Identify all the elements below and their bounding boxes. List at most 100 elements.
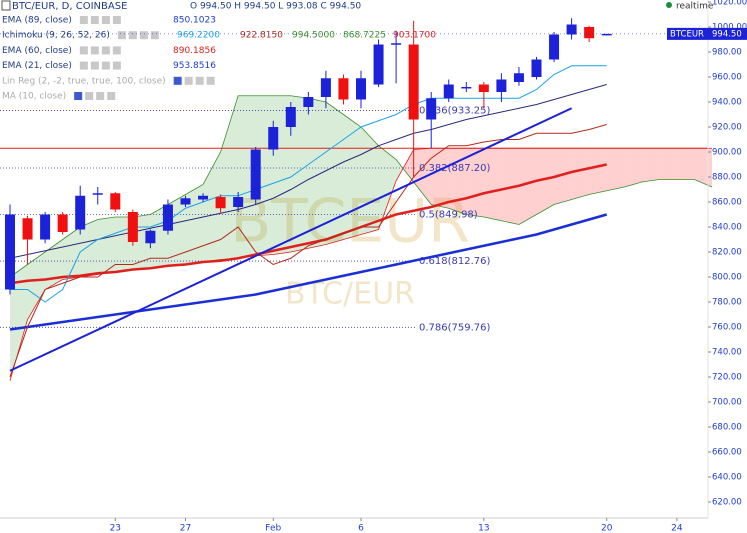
symbol-title: BTC/EUR, D, COINBASE (12, 1, 127, 12)
cloud-fill (10, 264, 28, 381)
indicator-button[interactable] (112, 61, 121, 70)
indicator-button[interactable] (128, 31, 137, 40)
cloud-fill (641, 148, 660, 182)
indicator-button[interactable] (195, 76, 204, 85)
indicator-button[interactable] (79, 16, 88, 24)
indicator-line (9, 124, 607, 378)
indicator-button[interactable] (101, 16, 110, 24)
cloud-fill (571, 148, 590, 200)
y-tick-label: 660.00 (712, 448, 742, 458)
indicator-button[interactable] (184, 76, 193, 85)
cloud-fill (62, 227, 81, 280)
indicator-name: Ichimoku (9, 26, 52, 26) (2, 31, 110, 41)
y-tick-label: 740.00 (712, 348, 742, 358)
price-tag-symbol: BTCEUR (670, 29, 704, 39)
candle-body (250, 149, 261, 200)
x-tick-label: 13 (478, 524, 489, 533)
candle-body (549, 34, 560, 60)
candle-body (408, 44, 419, 120)
indicator-button[interactable] (101, 46, 110, 55)
y-tick-label: 620.00 (712, 498, 742, 508)
candle-body (57, 214, 68, 232)
indicator-line (9, 163, 607, 285)
y-tick-label: 680.00 (712, 423, 742, 433)
candle-body (566, 24, 577, 35)
watermark: BTCEUR (230, 187, 470, 257)
cloud-fill (431, 148, 449, 209)
indicator-button[interactable] (173, 76, 182, 85)
indicator-value: 903.1700 (393, 31, 436, 41)
indicator-value: 868.7225 (343, 31, 386, 41)
candle-body (513, 73, 524, 82)
indicator-button[interactable] (79, 61, 88, 70)
x-tick-label: 23 (110, 524, 121, 533)
indicator-button[interactable] (112, 16, 121, 24)
indicator-name: MA (10, close) (2, 92, 66, 102)
candle-body (426, 98, 437, 120)
indicator-button[interactable] (112, 46, 121, 55)
candle-body (601, 33, 612, 36)
candle-body (531, 59, 542, 77)
cloud-fill (554, 148, 572, 205)
indicator-button[interactable] (101, 61, 110, 70)
candle-body (443, 84, 454, 99)
price-tag-value: 994.50 (712, 29, 742, 39)
indicator-value: 994.5000 (292, 31, 335, 41)
x-tick-label: 6 (358, 524, 364, 533)
indicator-button[interactable] (74, 92, 83, 100)
y-tick-label: 980.00 (712, 48, 742, 58)
cloud-fill (80, 219, 98, 277)
cloud-fill (518, 148, 537, 225)
cloud-fill (361, 127, 379, 235)
indicator-button[interactable] (79, 46, 88, 55)
y-tick-label: 1020.00 (712, 0, 747, 8)
candle-body (268, 127, 279, 150)
candle-body (233, 197, 244, 207)
trend-line (9, 107, 573, 372)
indicator-name: Lin Reg (2, -2, true, true, 100, close) (2, 76, 166, 86)
watermark: BTC/EUR (285, 277, 415, 312)
candle-body (303, 97, 314, 107)
indicator-button[interactable] (150, 31, 159, 40)
candle-body (198, 195, 209, 200)
indicator-button[interactable] (96, 92, 105, 100)
candle-body (584, 27, 595, 39)
legend-row-bg (0, 74, 180, 87)
x-tick-label: 27 (180, 524, 191, 533)
candle-body (320, 78, 331, 97)
indicator-button[interactable] (90, 46, 99, 55)
y-tick-label: 860.00 (712, 198, 742, 208)
y-tick-label: 820.00 (712, 248, 742, 258)
cloud-fill (27, 252, 46, 320)
candle-body (162, 204, 173, 231)
indicator-button[interactable] (90, 61, 99, 70)
plot-area: BTCEUR BTC/EUR 0.236(933.25) 0.382(887.20) 0… (0, 18, 713, 381)
indicator-value: 922.8150 (240, 31, 283, 41)
indicator-button[interactable] (206, 76, 215, 85)
cloud-fill (536, 148, 555, 215)
indicator-line (10, 65, 607, 303)
indicator-legend: BTC/EUR, D, COINBASE O 994.50 H 994.50 L… (0, 0, 714, 102)
price-tag-box (667, 27, 747, 40)
indicator-button[interactable] (107, 92, 116, 100)
cloud-fill (676, 148, 695, 180)
y-tick-label: 700.00 (712, 398, 742, 408)
candle-body (478, 84, 489, 92)
candle-body (22, 218, 33, 240)
indicator-button[interactable] (90, 16, 99, 24)
y-tick-label: 800.00 (712, 273, 742, 283)
candle-body (215, 197, 226, 209)
indicator-button[interactable] (117, 31, 126, 40)
indicator-button[interactable] (85, 92, 94, 100)
cloud-fill (606, 148, 625, 191)
indicator-line (9, 84, 607, 259)
realtime-dot (666, 2, 672, 8)
x-tick-label: 20 (601, 524, 613, 533)
candle-body (127, 212, 138, 242)
cloud-fill (403, 149, 414, 182)
collapse-icon[interactable] (1, 0, 11, 11)
indicator-button[interactable] (139, 31, 148, 40)
y-tick-label: 940.00 (712, 98, 742, 108)
